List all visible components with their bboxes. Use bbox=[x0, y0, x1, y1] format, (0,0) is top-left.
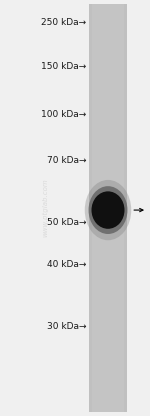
Text: www.ptglab.com: www.ptglab.com bbox=[42, 178, 48, 238]
Bar bbox=[89, 4, 127, 412]
Text: 250 kDa→: 250 kDa→ bbox=[41, 18, 86, 27]
Text: 70 kDa→: 70 kDa→ bbox=[47, 156, 86, 165]
Bar bbox=[92, 4, 124, 412]
Text: 40 kDa→: 40 kDa→ bbox=[47, 260, 86, 269]
Text: 100 kDa→: 100 kDa→ bbox=[41, 110, 86, 119]
Text: 50 kDa→: 50 kDa→ bbox=[47, 218, 86, 227]
Text: 150 kDa→: 150 kDa→ bbox=[41, 62, 86, 71]
Ellipse shape bbox=[88, 186, 128, 234]
Text: 30 kDa→: 30 kDa→ bbox=[47, 322, 86, 331]
Ellipse shape bbox=[85, 180, 131, 240]
Ellipse shape bbox=[92, 191, 124, 229]
